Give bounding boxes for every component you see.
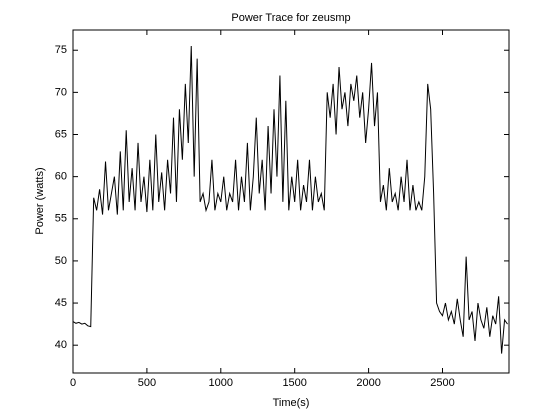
x-tick-label: 2000 [356,377,380,389]
axes-box [72,29,510,374]
y-tick-label: 75 [55,44,67,56]
y-tick-label: 70 [55,86,67,98]
x-tick-label: 2500 [430,377,454,389]
y-tick-label: 40 [55,339,67,351]
x-tick-label: 500 [138,377,156,389]
y-tick-label: 50 [55,255,67,267]
x-tick-label: 0 [70,377,76,389]
y-tick-label: 60 [55,171,67,183]
chart-title: Power Trace for zeusmp [231,12,350,24]
y-tick-label: 65 [55,128,67,140]
y-tick-label: 55 [55,213,67,225]
y-axis-label: Power (watts) [34,167,46,234]
y-tick-label: 45 [55,297,67,309]
x-tick-label: 1000 [209,377,233,389]
x-axis-label: Time(s) [273,397,310,409]
power-trace [72,45,508,354]
x-tick-label: 1500 [282,377,306,389]
